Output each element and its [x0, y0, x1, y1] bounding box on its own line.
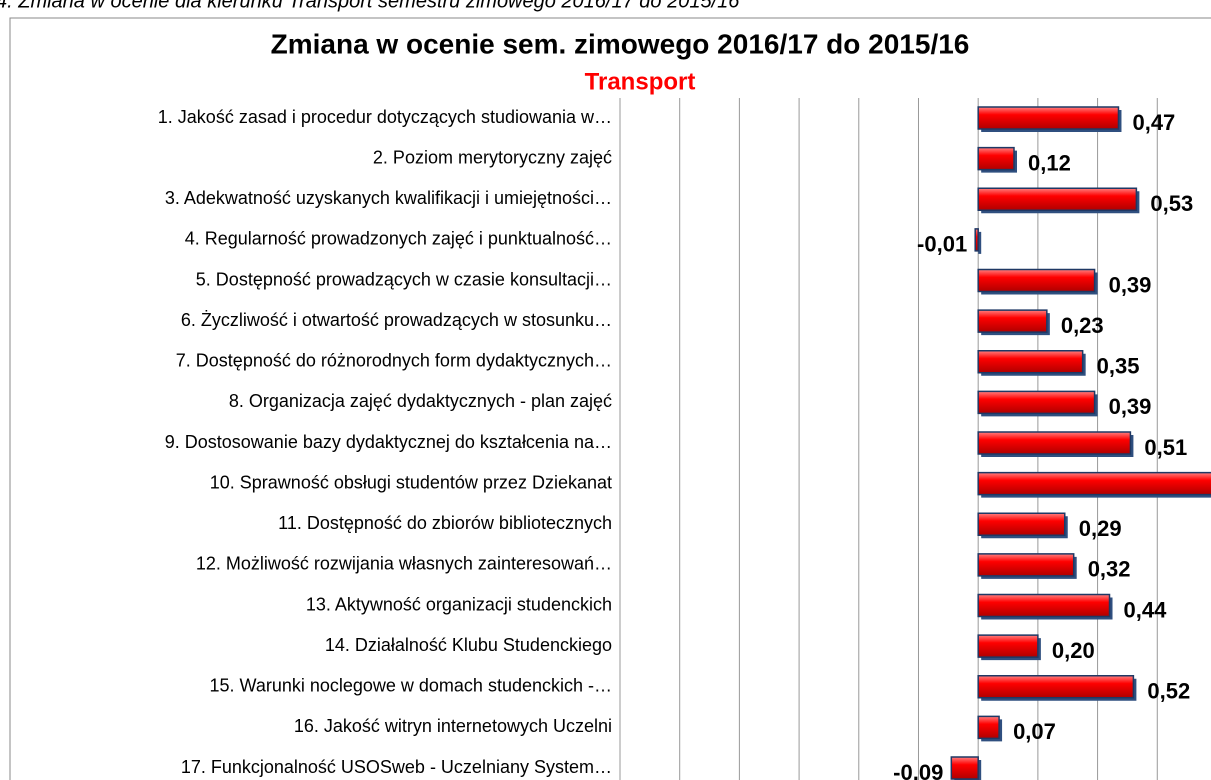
value-label: -0,09 [893, 760, 943, 780]
bar [977, 553, 1075, 577]
category-label: 17. Funkcjonalność USOSweb - Uczelniany … [181, 757, 612, 777]
category-label: 12. Możliwość rozwijania własnych zainte… [196, 554, 612, 574]
bar [977, 431, 1132, 455]
value-label: 0,12 [1028, 150, 1071, 175]
bar [977, 512, 1066, 536]
value-label: 0,47 [1132, 110, 1175, 135]
bar [977, 309, 1048, 333]
value-label: 0,39 [1109, 394, 1152, 419]
bar [977, 106, 1120, 130]
value-label: 0,07 [1013, 719, 1056, 744]
value-label: 0,53 [1150, 191, 1193, 216]
value-label: 0,32 [1088, 557, 1131, 582]
category-label: 4. Regularność prowadzonych zajęć i punk… [185, 229, 612, 249]
bar [950, 756, 979, 780]
value-label: 0,51 [1144, 435, 1187, 460]
category-label: 8. Organizacja zajęć dydaktycznych - pla… [229, 391, 612, 411]
category-label: 15. Warunki noclegowe w domach studencki… [209, 676, 612, 696]
category-label: 9. Dostosowanie bazy dydaktycznej do ksz… [165, 432, 612, 452]
category-label: 6. Życzliwość i otwartość prowadzących w… [181, 310, 612, 330]
category-label: 1. Jakość zasad i procedur dotyczących s… [158, 107, 612, 127]
bar [977, 146, 1015, 171]
bar [977, 715, 1000, 740]
bar [977, 634, 1039, 658]
chart-frame [9, 17, 1211, 780]
value-label: 0,39 [1109, 272, 1152, 297]
category-label: 10. Sprawność obsługi studentów przez Dz… [210, 472, 612, 492]
value-label: 0,23 [1061, 313, 1104, 338]
category-label: 13. Aktywność organizacji studenckich [306, 594, 612, 614]
bar [977, 187, 1138, 211]
value-label: 0,44 [1124, 597, 1168, 622]
category-label: 3. Adekwatność uzyskanych kwalifikacji i… [165, 188, 612, 208]
bar [977, 471, 1211, 496]
value-label: -0,01 [917, 232, 967, 257]
page-heading: 4. Zmiana w ocenie dla kierunku Transpor… [0, 0, 740, 12]
bars [950, 106, 1211, 780]
chart-title: Zmiana w ocenie sem. zimowego 2016/17 do… [271, 28, 970, 59]
value-label: 0,35 [1097, 354, 1140, 379]
value-label: 0,20 [1052, 638, 1095, 663]
bar [977, 390, 1096, 415]
bar [977, 593, 1111, 618]
grid [619, 98, 1158, 780]
bar [977, 350, 1084, 374]
category-label: 14. Działalność Klubu Studenckiego [325, 635, 612, 655]
bar-shadow [978, 231, 982, 254]
value-label: 0,52 [1147, 679, 1190, 704]
chart-subtitle: Transport [585, 68, 696, 95]
bar [977, 268, 1096, 293]
category-label: 5. Dostępność prowadzących w czasie kons… [196, 269, 612, 289]
category-label: 7. Dostępność do różnorodnych form dydak… [176, 351, 612, 371]
category-label: 11. Dostępność do zbiorów bibliotecznych [278, 513, 612, 533]
category-label: 2. Poziom merytoryczny zajęć [373, 147, 612, 167]
bar [977, 675, 1135, 699]
category-label: 16. Jakość witryn internetowych Uczelni [294, 716, 612, 736]
bar [974, 228, 979, 252]
value-label: 0,29 [1079, 516, 1122, 541]
